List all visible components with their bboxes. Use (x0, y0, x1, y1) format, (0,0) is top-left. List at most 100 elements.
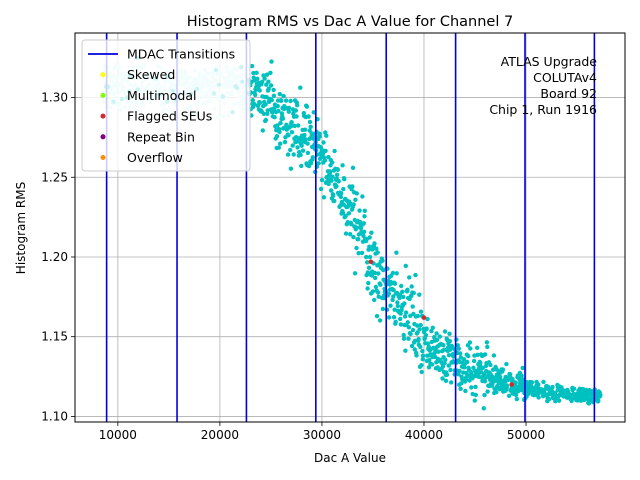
data-point (299, 163, 304, 169)
data-point (302, 127, 308, 132)
data-point (405, 287, 410, 292)
data-point (330, 160, 335, 165)
data-point (397, 292, 403, 297)
data-point (283, 98, 289, 103)
data-point (342, 177, 347, 182)
data-point (529, 380, 535, 385)
data-point (302, 132, 307, 138)
data-point (254, 70, 259, 76)
data-point (349, 222, 354, 227)
data-point (386, 315, 392, 320)
data-point (401, 294, 406, 300)
data-point (265, 111, 270, 117)
data-point (475, 352, 480, 357)
data-point (318, 186, 324, 192)
data-point (289, 130, 295, 135)
data-point (354, 191, 359, 196)
data-point (415, 313, 421, 319)
data-point (296, 123, 301, 128)
data-point (380, 306, 386, 312)
data-point (338, 194, 344, 200)
y-tick-label: 1.25 (41, 170, 68, 184)
x-tick-label: 20000 (201, 428, 239, 442)
data-point (287, 105, 292, 111)
run-annotation: ATLAS Upgrade COLUTAv4 Board 92 Chip 1, … (489, 54, 597, 117)
data-point (298, 152, 303, 158)
data-point (446, 363, 451, 368)
data-point (417, 327, 422, 332)
legend-marker-flagged-seus (100, 113, 106, 119)
chart-title: Histogram RMS vs Dac A Value for Channel… (187, 14, 513, 30)
data-point (366, 265, 372, 270)
data-point (263, 102, 268, 107)
data-point (356, 251, 361, 256)
data-point (467, 340, 473, 345)
data-point (292, 123, 297, 129)
data-point (403, 310, 409, 315)
plot-frame (74, 32, 626, 423)
data-point (395, 300, 400, 305)
data-point (485, 389, 490, 394)
legend-marker-repeat-bin (100, 134, 106, 140)
data-point (409, 343, 415, 349)
data-point (463, 388, 468, 394)
data-point (322, 158, 328, 163)
data-point (330, 174, 335, 179)
data-point (268, 83, 274, 88)
flagged-seu-point (421, 315, 427, 320)
data-point (412, 347, 417, 352)
data-point (420, 348, 425, 354)
data-point (490, 381, 495, 386)
data-point (251, 70, 256, 76)
data-point (391, 294, 396, 299)
data-point (516, 388, 521, 394)
data-point (295, 145, 300, 150)
data-point (405, 320, 410, 325)
data-point (290, 143, 295, 148)
data-point (442, 347, 447, 352)
flagged-seu-point (509, 382, 514, 387)
data-point (571, 386, 577, 391)
x-axis-ticks: 10000 20000 30000 40000 50000 (99, 422, 545, 442)
data-point (408, 331, 413, 337)
data-point (348, 232, 353, 237)
data-point (392, 307, 397, 312)
data-point (440, 376, 445, 381)
data-point (520, 377, 526, 382)
data-point (340, 210, 346, 215)
data-point (316, 161, 321, 166)
data-point (437, 334, 442, 339)
x-axis-label: Dac A Value (314, 451, 386, 465)
data-point (367, 244, 372, 249)
data-point (277, 91, 282, 97)
data-point (424, 326, 429, 331)
data-point (357, 208, 362, 213)
data-point (393, 319, 398, 325)
data-point (351, 202, 356, 207)
data-point (468, 346, 473, 351)
data-point (420, 357, 425, 362)
data-point (264, 94, 269, 100)
data-point (268, 70, 273, 76)
legend-label: Skewed (127, 67, 175, 82)
data-point (310, 155, 315, 160)
data-point (465, 359, 470, 365)
data-point (407, 275, 412, 280)
data-point (409, 284, 414, 289)
data-point (390, 270, 396, 276)
data-point (418, 322, 423, 328)
data-point (399, 283, 404, 289)
data-point (481, 406, 486, 411)
data-point (394, 271, 399, 276)
data-point (288, 147, 293, 153)
data-point (399, 308, 404, 313)
data-point (458, 351, 463, 356)
data-point (275, 103, 280, 109)
data-point (519, 373, 524, 378)
legend: MDAC Transitions Skewed Multimodal Flagged … (81, 39, 251, 172)
data-point (286, 133, 291, 138)
legend-marker-multimodal (100, 92, 106, 98)
data-point (497, 375, 503, 380)
data-point (308, 124, 313, 129)
data-point (298, 85, 303, 90)
